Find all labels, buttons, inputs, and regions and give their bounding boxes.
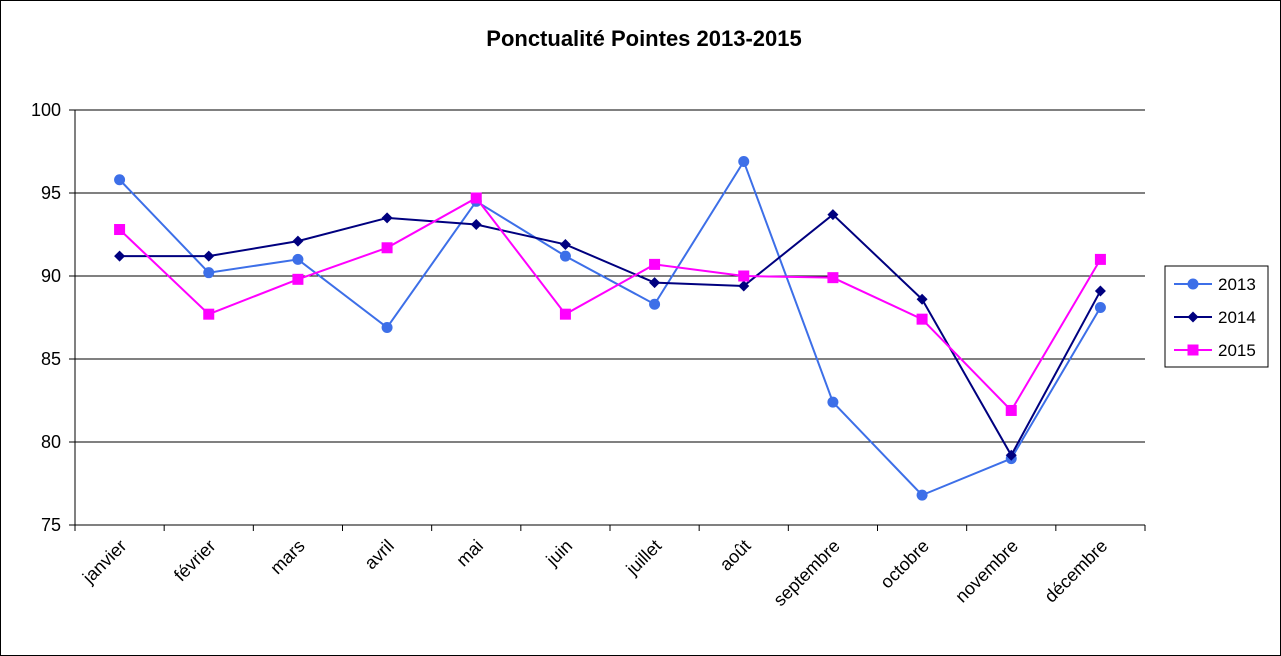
data-point [827, 272, 839, 284]
series-group [114, 155, 1106, 501]
data-point [559, 238, 571, 250]
legend-item-2013: 2013 [1174, 275, 1256, 294]
legend-label: 2014 [1218, 308, 1256, 327]
data-point [292, 253, 304, 265]
data-point [203, 250, 215, 262]
series-2015 [114, 192, 1106, 416]
chart-title: Ponctualité Pointes 2013-2015 [486, 26, 801, 51]
data-point [916, 313, 928, 325]
data-point [1094, 253, 1106, 265]
legend-marker [1187, 344, 1199, 356]
y-tick-label: 100 [31, 100, 61, 120]
legend-item-2015: 2015 [1174, 341, 1256, 360]
x-tick-label: avril [360, 536, 397, 573]
data-point [203, 267, 215, 279]
data-point [559, 308, 571, 320]
data-point [649, 258, 661, 270]
data-point [738, 155, 750, 167]
series-line [118, 159, 1102, 497]
y-tick-label: 95 [41, 183, 61, 203]
y-tick-label: 85 [41, 349, 61, 369]
data-point [1005, 404, 1017, 416]
x-tick-label: octobre [876, 536, 933, 593]
data-point [827, 209, 839, 221]
data-point [114, 224, 126, 236]
series-2013 [114, 155, 1106, 501]
legend-marker [1187, 311, 1199, 323]
data-point [381, 212, 393, 224]
x-tick-label: janvier [78, 536, 130, 588]
data-point [292, 235, 304, 247]
x-tick-label: mai [452, 536, 487, 571]
y-tick-label: 75 [41, 515, 61, 535]
data-point [381, 321, 393, 333]
data-point [1094, 285, 1106, 297]
data-point [114, 174, 126, 186]
y-tick-label: 90 [41, 266, 61, 286]
data-point [738, 280, 750, 292]
x-tick-label: septembre [769, 536, 843, 610]
series-2014 [114, 209, 1106, 461]
x-axis-tick-labels: janvier février mars avril mai juin juillet aoû… [78, 536, 1111, 610]
y-axis-tick-labels: 75 80 85 90 95 100 [31, 100, 61, 535]
data-point [649, 277, 661, 289]
data-point [381, 242, 393, 254]
data-point [114, 250, 126, 262]
x-tick-label: décembre [1041, 536, 1112, 607]
data-point [203, 308, 215, 320]
series-line [118, 196, 1102, 413]
data-point [1094, 302, 1106, 314]
legend-label: 2015 [1218, 341, 1256, 360]
data-point [470, 192, 482, 204]
x-tick-label: mars [266, 536, 308, 578]
data-point [1005, 449, 1017, 461]
data-point [292, 273, 304, 285]
x-tick-label: février [170, 536, 220, 586]
data-point [916, 489, 928, 501]
legend-item-2014: 2014 [1174, 308, 1256, 327]
gridlines [75, 109, 1145, 443]
legend-marker [1187, 278, 1199, 290]
x-tick-label: juillet [622, 536, 666, 580]
y-tick-label: 80 [41, 432, 61, 452]
x-tick-label: juin [542, 536, 577, 571]
x-tick-label: août [716, 536, 755, 575]
data-point [649, 298, 661, 310]
data-point [470, 219, 482, 231]
axes [69, 109, 1146, 531]
x-tick-label: novembre [951, 536, 1022, 607]
legend-label: 2013 [1218, 275, 1256, 294]
data-point [916, 293, 928, 305]
data-point [738, 270, 750, 282]
data-point [827, 396, 839, 408]
legend: 2013 2014 2015 [1164, 265, 1269, 368]
data-point [559, 250, 571, 262]
series-line [119, 213, 1102, 458]
